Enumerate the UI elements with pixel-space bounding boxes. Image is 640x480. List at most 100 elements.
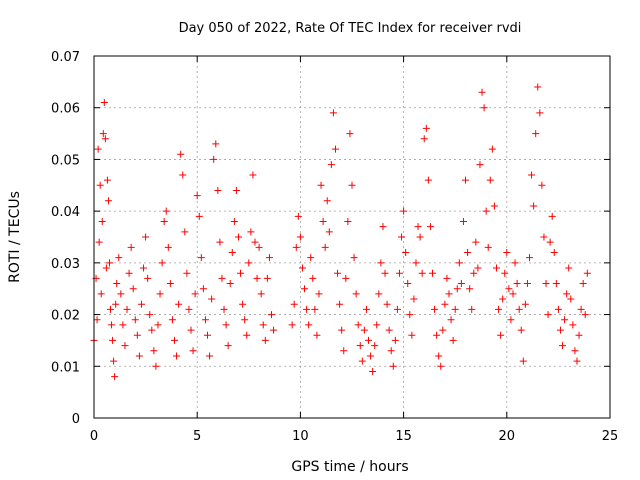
data-point: [468, 305, 476, 313]
data-point: [309, 274, 317, 282]
data-point: [201, 316, 209, 324]
data-point: [197, 254, 205, 262]
data-point: [216, 238, 224, 246]
data-point: [387, 347, 395, 355]
y-tick-label: 0.01: [51, 360, 80, 375]
data-point: [532, 130, 540, 138]
data-point: [224, 342, 232, 350]
data-point: [101, 135, 109, 143]
data-point: [443, 274, 451, 282]
data-point: [534, 83, 542, 91]
data-point: [435, 352, 443, 360]
data-point: [110, 357, 118, 365]
data-point: [183, 269, 191, 277]
chart-title: Day 050 of 2022, Rate Of TEC Index for r…: [179, 21, 522, 36]
data-point: [146, 311, 154, 319]
data-point: [99, 130, 107, 138]
axis-ticks: [93, 55, 611, 419]
data-point: [103, 176, 111, 184]
data-point: [544, 311, 552, 319]
data-point: [526, 254, 534, 262]
data-point: [367, 352, 375, 360]
data-point: [567, 295, 575, 303]
data-point: [218, 274, 226, 282]
data-point: [362, 305, 370, 313]
data-point: [137, 300, 145, 308]
data-point: [245, 259, 253, 267]
data-point: [175, 300, 183, 308]
data-point: [416, 233, 424, 241]
data-point: [288, 321, 296, 329]
data-point: [98, 217, 106, 225]
data-point: [129, 285, 137, 293]
data-point: [459, 217, 467, 225]
data-point: [94, 145, 102, 153]
data-point: [199, 285, 207, 293]
data-point: [142, 233, 150, 241]
data-point: [513, 280, 521, 288]
data-point: [573, 357, 581, 365]
data-point: [222, 321, 230, 329]
data-point: [315, 290, 323, 298]
data-point: [523, 280, 531, 288]
data-point: [515, 305, 523, 313]
data-point: [325, 228, 333, 236]
data-point: [495, 305, 503, 313]
data-point: [301, 285, 309, 293]
y-tick-label: 0.06: [51, 102, 80, 117]
data-point: [294, 212, 302, 220]
data-point: [559, 342, 567, 350]
data-point: [253, 274, 261, 282]
data-point: [261, 336, 269, 344]
data-point: [228, 249, 236, 257]
data-point: [418, 269, 426, 277]
data-point: [517, 326, 525, 334]
data-point: [158, 259, 166, 267]
data-point: [108, 321, 116, 329]
data-point: [334, 269, 342, 277]
data-point: [478, 88, 486, 96]
data-point: [148, 326, 156, 334]
data-point: [249, 171, 257, 179]
data-point: [484, 243, 492, 251]
data-point: [490, 202, 498, 210]
data-point: [552, 280, 560, 288]
data-point: [530, 202, 538, 210]
data-point: [166, 280, 174, 288]
data-point: [96, 181, 104, 189]
data-point: [237, 269, 245, 277]
data-point: [536, 109, 544, 117]
data-point: [144, 274, 152, 282]
data-point: [466, 285, 474, 293]
data-point: [507, 316, 515, 324]
data-point: [336, 300, 344, 308]
x-tick-label: 15: [395, 429, 412, 444]
data-point: [439, 326, 447, 334]
data-point: [220, 305, 228, 313]
data-point: [346, 130, 354, 138]
data-point: [127, 243, 135, 251]
data-point: [381, 269, 389, 277]
data-point: [152, 362, 160, 370]
data-point: [105, 259, 113, 267]
data-point: [554, 305, 562, 313]
data-point: [561, 316, 569, 324]
data-point: [95, 238, 103, 246]
data-point: [111, 373, 119, 381]
data-point: [131, 316, 139, 324]
data-point: [398, 233, 406, 241]
data-point: [329, 109, 337, 117]
data-point: [579, 280, 587, 288]
data-point: [247, 228, 255, 236]
data-point: [540, 233, 548, 241]
data-point: [575, 331, 583, 339]
data-point: [206, 352, 214, 360]
data-point: [313, 331, 321, 339]
data-point: [97, 290, 105, 298]
data-point: [321, 243, 329, 251]
data-point: [239, 300, 247, 308]
data-point: [371, 342, 379, 350]
data-point: [350, 254, 358, 262]
data-point: [123, 305, 131, 313]
data-point: [437, 362, 445, 370]
